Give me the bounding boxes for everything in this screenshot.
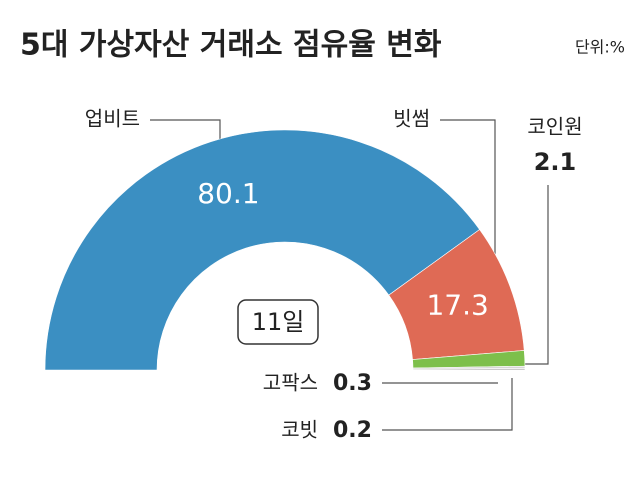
value-label: 2.1 (534, 148, 577, 176)
value-label: 0.3 (333, 371, 372, 396)
chart-title: 5대 가상자산 거래소 점유율 변화 (20, 28, 442, 63)
center-box (237, 299, 319, 345)
value-label: 80.1 (197, 177, 259, 210)
leader-line (440, 119, 496, 262)
category-label: 업비트 (85, 107, 140, 131)
category-label: 코인원 (527, 115, 582, 139)
center-label: 11일 (252, 308, 305, 336)
category-label: 코빗 (281, 418, 318, 442)
value-label: 17.3 (426, 288, 488, 321)
donut-segment (412, 368, 526, 371)
unit-label: 단위:% (575, 38, 625, 57)
donut-segment (44, 129, 481, 371)
leader-line (382, 378, 513, 431)
leader-line (518, 185, 549, 365)
category-label: 빗썸 (393, 107, 430, 131)
category-label: 고팍스 (263, 371, 318, 395)
value-label: 0.2 (333, 418, 372, 443)
